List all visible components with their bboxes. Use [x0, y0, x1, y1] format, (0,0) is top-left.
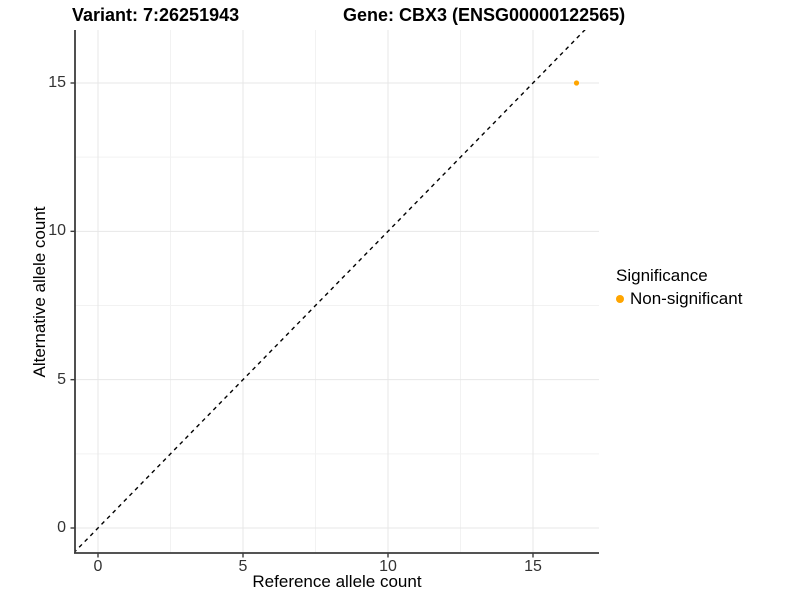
- series-Non-significant: [573, 80, 580, 86]
- legend-item: Non-significant: [616, 289, 742, 309]
- legend: Significance Non-significant: [616, 266, 742, 309]
- x-tick-label: 5: [238, 558, 248, 575]
- y-tick-label: 10: [48, 222, 66, 240]
- axis-lines: [74, 30, 599, 554]
- legend-marker-icon: [616, 295, 624, 303]
- tick-marks: [70, 82, 534, 558]
- x-tick-label: 10: [379, 558, 397, 575]
- gene-title: Gene: CBX3 (ENSG00000122565): [343, 5, 626, 25]
- legend-title: Significance: [616, 266, 708, 285]
- major-gridlines: [75, 30, 599, 553]
- variant-title: Variant: 7:26251943: [72, 5, 240, 25]
- minor-gridlines: [75, 30, 599, 553]
- data-point: [573, 80, 580, 86]
- x-axis-title: Reference allele count: [252, 572, 422, 591]
- y-tick-label: 0: [57, 519, 66, 536]
- legend-item-label: Non-significant: [630, 289, 743, 308]
- x-tick-label: 0: [93, 558, 103, 575]
- x-tick-label: 15: [524, 558, 542, 575]
- identity-line: [75, 30, 586, 553]
- y-tick-label: 5: [57, 370, 66, 388]
- y-tick-label: 15: [48, 73, 66, 91]
